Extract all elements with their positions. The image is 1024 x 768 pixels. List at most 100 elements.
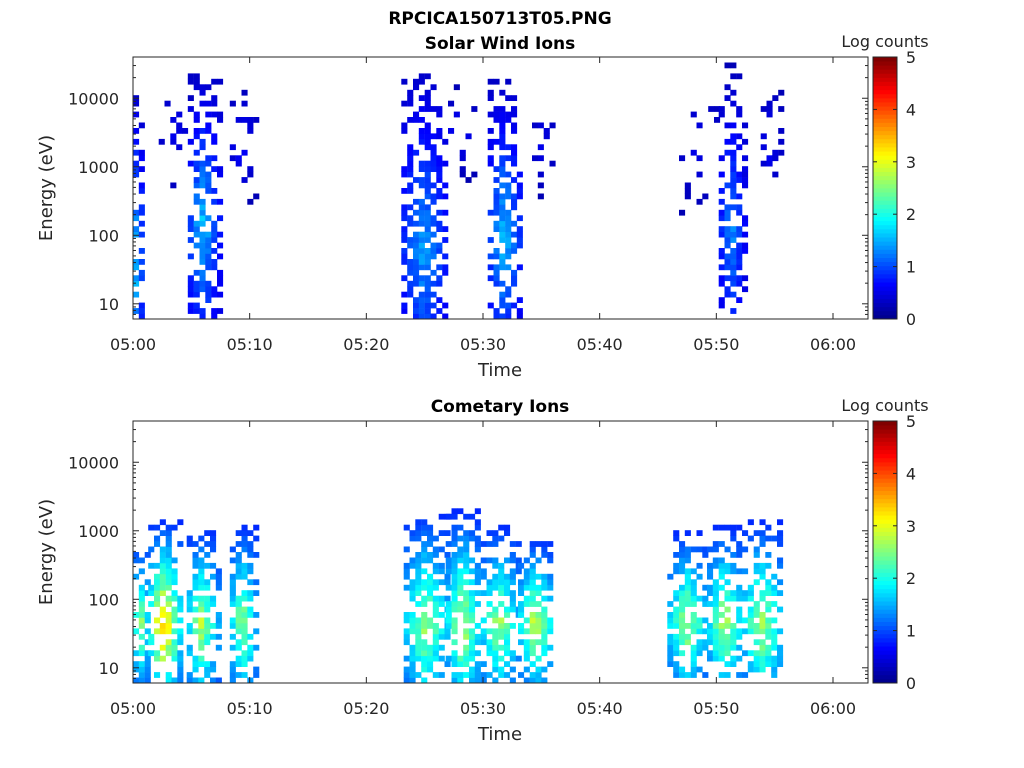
spectrogram-cell (192, 655, 199, 662)
spectrogram-cell (541, 644, 548, 651)
spectrogram-cell (133, 264, 140, 271)
colorbar-segment (873, 93, 897, 99)
spectrogram-cell (193, 242, 200, 249)
spectrogram-cell (463, 535, 470, 542)
spectrogram-cell (198, 595, 205, 602)
spectrogram-cell (730, 259, 737, 265)
spectrogram-cell (193, 198, 200, 205)
spectrogram-cell (759, 573, 766, 580)
spectrogram-cell (407, 188, 414, 194)
spectrogram-cell (499, 259, 506, 265)
spectrogram-cell (187, 291, 194, 298)
spectrogram-cell (424, 188, 431, 194)
spectrogram-cell (505, 308, 512, 314)
spectrogram-cell (171, 590, 178, 596)
spectrogram-cell (509, 573, 516, 580)
spectrogram-cell (176, 122, 183, 129)
spectrogram-cell (403, 639, 410, 646)
spectrogram-cell (777, 661, 784, 667)
colorbar-segment (873, 498, 897, 504)
spectrogram-cell (765, 590, 772, 596)
spectrogram-cell (205, 182, 212, 189)
colorbar-segment (873, 196, 897, 201)
spectrogram-cell (148, 639, 155, 646)
spectrogram-cell (407, 269, 414, 276)
spectrogram-cell (187, 220, 194, 227)
spectrogram-cell (523, 579, 530, 586)
spectrogram-cell (165, 623, 172, 629)
spectrogram-cell (765, 579, 772, 586)
spectrogram-cell (742, 122, 749, 129)
spectrogram-cell (511, 248, 518, 254)
spectrogram-cell (499, 253, 506, 260)
spectrogram-cell (247, 579, 254, 586)
spectrogram-cell (421, 628, 428, 635)
plot-frame (132, 420, 869, 684)
spectrogram-cell (730, 89, 737, 96)
spectrogram-cell (421, 612, 428, 618)
spectrogram-cell (535, 655, 542, 662)
spectrogram-cell (759, 617, 766, 624)
spectrogram-cell (747, 650, 754, 657)
spectrogram-cell (516, 193, 523, 200)
spectrogram-cell (418, 313, 425, 320)
colorbar-segment (873, 69, 897, 74)
spectrogram-cell (673, 535, 680, 542)
spectrogram-cell (474, 568, 481, 575)
spectrogram-cell (736, 595, 743, 602)
spectrogram-cell (424, 280, 431, 287)
spectrogram-cell (438, 568, 445, 575)
spectrogram-cell (778, 149, 785, 156)
colorbar-segment (873, 278, 897, 283)
spectrogram-cell (415, 519, 422, 526)
spectrogram-cell (480, 677, 487, 684)
spectrogram-cell (679, 628, 686, 635)
spectrogram-cell (712, 546, 719, 553)
spectrogram-cell (413, 231, 420, 238)
spectrogram-cell (505, 220, 512, 227)
spectrogram-cell (736, 297, 743, 303)
spectrogram-cell (436, 171, 443, 178)
spectrogram-cell (198, 628, 205, 635)
spectrogram-cell (736, 633, 743, 640)
spectrogram-cell (430, 133, 437, 140)
spectrogram-cell (415, 579, 422, 586)
spectrogram-cell (505, 215, 512, 222)
spectrogram-cell (724, 546, 731, 553)
spectrogram-cell (736, 171, 743, 178)
spectrogram-cell (144, 590, 151, 596)
spectrogram-cell (753, 623, 760, 629)
spectrogram-cell (229, 155, 236, 162)
spectrogram-cell (736, 672, 743, 678)
spectrogram-cell (459, 171, 466, 178)
colorbar-segment (873, 564, 897, 569)
spectrogram-cell (451, 524, 458, 531)
spectrogram-cell (215, 633, 222, 640)
spectrogram-cell (730, 182, 737, 189)
cometary-panel: Cometary Ions 05:00 05:10 05:20 05:30 05:40 0… (36, 396, 929, 745)
spectrogram-cell (138, 661, 145, 667)
spectrogram-cell (474, 546, 481, 553)
spectrogram-cell (409, 595, 416, 602)
x-tick-label: 06:00 (810, 335, 856, 354)
spectrogram-cell (165, 595, 172, 602)
spectrogram-cell (211, 259, 218, 265)
spectrogram-cell (154, 655, 161, 662)
x-tick-label: 05:10 (227, 335, 273, 354)
spectrogram-cell (469, 650, 476, 657)
spectrogram-cell (187, 138, 194, 145)
spectrogram-cell (759, 519, 766, 526)
spectrogram-cell (187, 308, 194, 314)
spectrogram-cell (199, 166, 206, 172)
spectrogram-cell (679, 590, 686, 596)
spectrogram-cell (138, 557, 145, 564)
spectrogram-cell (690, 546, 697, 553)
spectrogram-cell (777, 535, 784, 542)
spectrogram-cell (718, 644, 725, 651)
spectrogram-cell (492, 617, 499, 624)
spectrogram-cell (187, 302, 194, 309)
spectrogram-cell (198, 606, 205, 613)
spectrogram-cell (401, 100, 408, 107)
colorbar-segment (873, 237, 897, 242)
spectrogram-cell (499, 215, 506, 222)
